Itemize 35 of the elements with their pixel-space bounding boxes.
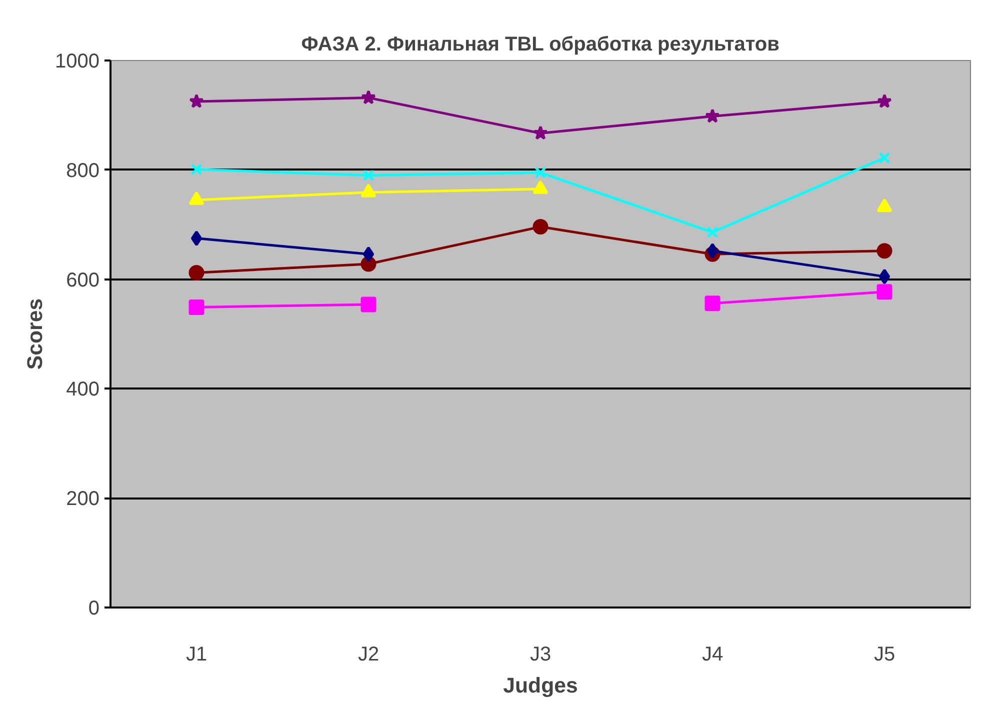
y-tick-label: 1000 <box>55 50 100 72</box>
x-tick-label: J4 <box>702 644 724 666</box>
point <box>877 94 892 108</box>
point <box>878 152 890 164</box>
point <box>534 166 546 178</box>
x-tick-label: J1 <box>186 644 208 666</box>
chart-title: ФАЗА 2. Финальная TBL обработка результатов <box>301 34 780 56</box>
point <box>533 126 548 140</box>
x-tick-label: J5 <box>874 644 896 666</box>
point <box>362 170 374 182</box>
point <box>878 268 890 284</box>
point <box>532 219 548 235</box>
x-tick-label: J3 <box>530 644 552 666</box>
point <box>188 299 204 315</box>
x-tick-label: J2 <box>358 644 380 666</box>
y-axis-title: Scores <box>23 298 48 370</box>
point <box>190 164 202 176</box>
y-tick-label: 200 <box>66 488 100 510</box>
y-tick-label: 600 <box>66 269 100 292</box>
point <box>361 90 376 104</box>
y-tick-label: 400 <box>66 378 100 401</box>
point <box>190 230 202 246</box>
point <box>362 246 374 262</box>
y-tick-label: 800 <box>66 160 100 182</box>
point <box>188 265 204 280</box>
point <box>706 243 718 259</box>
point <box>876 284 892 300</box>
point <box>706 226 718 238</box>
y-tick-label: 0 <box>88 598 100 620</box>
point <box>705 108 720 123</box>
point <box>360 296 376 312</box>
x-axis-title: Judges <box>503 674 578 698</box>
point <box>876 243 892 259</box>
point <box>704 296 720 312</box>
point <box>189 94 204 108</box>
